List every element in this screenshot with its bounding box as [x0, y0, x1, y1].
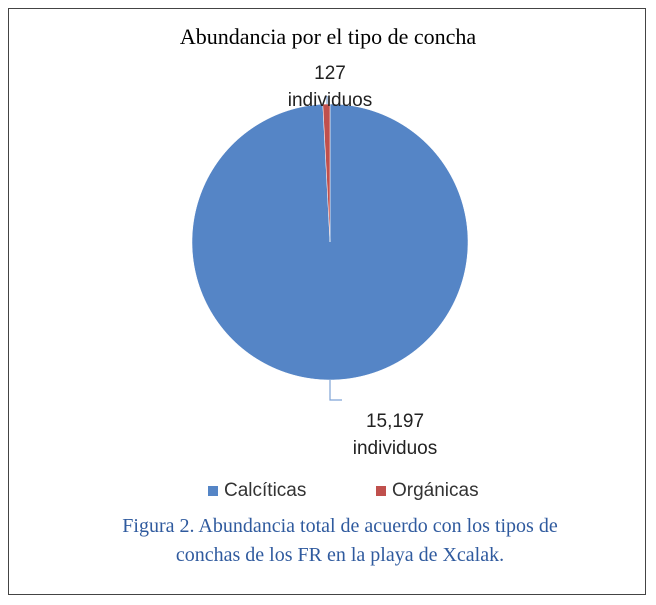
data-label: 127 individuos [287, 63, 373, 111]
legend-item: Orgánicas [376, 480, 479, 502]
pie-slice [322, 103, 331, 243]
data-label: 15,197 individuos [352, 411, 438, 459]
legend-swatch [208, 486, 218, 496]
legend-item: Calcíticas [208, 480, 306, 502]
legend-label: Orgánicas [392, 480, 479, 501]
caption: Figura 2. Abundancia total de acuerdo co… [122, 515, 558, 566]
frame [8, 8, 646, 595]
legend-swatch [376, 486, 386, 496]
leader-line [329, 380, 342, 401]
chart-title: Abundancia por el tipo de concha [179, 24, 477, 49]
legend-label: Calcíticas [224, 480, 307, 501]
